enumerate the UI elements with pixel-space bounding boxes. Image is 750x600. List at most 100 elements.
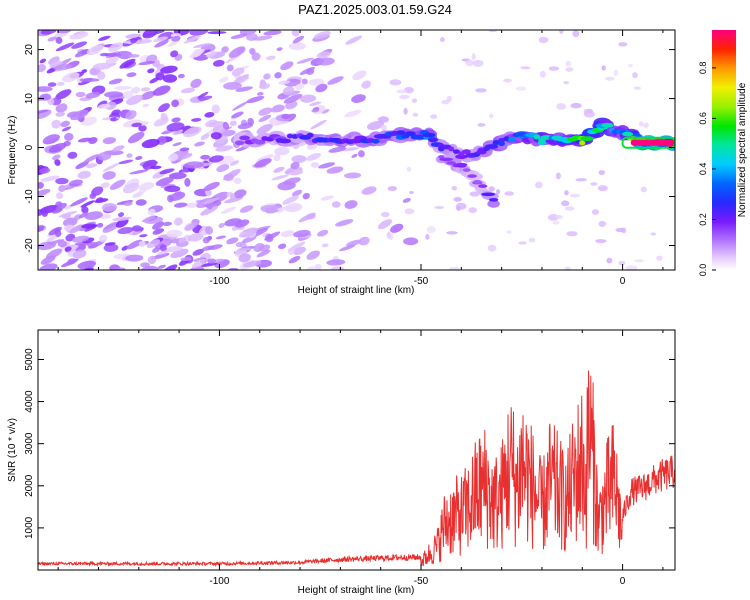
- noise-blob: [351, 153, 358, 158]
- noise-blob: [351, 94, 366, 103]
- branch-point: [481, 192, 496, 197]
- noise-blob: [91, 186, 104, 196]
- noise-blob: [446, 95, 452, 103]
- noise-blob: [193, 257, 205, 262]
- noise-blob: [496, 189, 501, 195]
- noise-blob: [55, 42, 75, 52]
- noise-blob: [231, 67, 245, 76]
- noise-blob: [105, 56, 119, 65]
- noise-blob: [69, 31, 89, 40]
- noise-blob: [283, 177, 301, 186]
- noise-blob: [291, 189, 303, 197]
- noise-blob: [202, 236, 210, 244]
- noise-blob: [101, 202, 118, 212]
- noise-blob: [126, 153, 133, 158]
- noise-blob: [81, 223, 97, 229]
- noise-blob: [246, 95, 265, 104]
- noise-blob: [251, 52, 261, 61]
- noise-blob: [597, 185, 608, 192]
- noise-blob: [64, 246, 72, 252]
- noise-blob: [601, 65, 606, 71]
- noise-blob: [77, 48, 84, 53]
- noise-blob: [190, 78, 202, 89]
- snr-series: [38, 370, 675, 568]
- noise-blob: [247, 117, 255, 126]
- noise-blob: [229, 160, 240, 166]
- noise-blob: [121, 245, 129, 251]
- noise-blob: [46, 248, 63, 259]
- noise-blob: [327, 76, 344, 85]
- noise-blob: [613, 69, 618, 77]
- noise-blob: [233, 189, 247, 199]
- noise-blob: [291, 30, 300, 37]
- noise-blob: [184, 222, 199, 231]
- noise-blob: [299, 94, 317, 103]
- noise-blob: [465, 59, 474, 67]
- noise-blob: [488, 113, 494, 119]
- noise-blob: [166, 229, 183, 238]
- ridge-point: [622, 131, 634, 137]
- noise-blob: [291, 155, 307, 163]
- noise-blob: [218, 223, 225, 228]
- noise-blob: [293, 246, 307, 256]
- colorbar-ticks: 0.0 0.2 0.4 0.6 0.8: [698, 62, 716, 276]
- noise-blob: [564, 190, 569, 196]
- noise-blob: [85, 163, 98, 169]
- noise-blob: [345, 35, 363, 45]
- noise-blob: [306, 213, 316, 220]
- noise-blob: [38, 109, 52, 119]
- noise-blob: [153, 36, 168, 43]
- noise-blob: [155, 177, 174, 186]
- noise-blob: [331, 266, 345, 270]
- noise-blob: [451, 186, 457, 191]
- noise-blob: [280, 230, 295, 237]
- noise-blob: [621, 227, 627, 234]
- noise-blob: [200, 262, 218, 267]
- noise-blob: [591, 209, 600, 215]
- noise-blob: [232, 101, 249, 111]
- spectrogram-frame: [37, 29, 676, 271]
- noise-blob: [55, 36, 63, 44]
- noise-blob: [64, 132, 74, 141]
- noise-blob: [320, 195, 334, 201]
- noise-blob: [86, 45, 104, 56]
- noise-blob: [555, 172, 562, 180]
- snr-axes: -100 -50 0 1000 2000 3000 4000 5000: [24, 330, 675, 587]
- noise-blob: [344, 109, 362, 118]
- noise-blob: [256, 92, 264, 96]
- noise-blob: [403, 237, 419, 246]
- noise-blob: [48, 226, 62, 236]
- noise-blob: [160, 65, 178, 74]
- noise-blob: [380, 124, 387, 131]
- noise-blob: [313, 31, 331, 39]
- noise-blob: [548, 66, 560, 71]
- noise-blob: [208, 155, 224, 163]
- ridge-point: [476, 149, 487, 155]
- snr-panel: -100 -50 0 1000 2000 3000 4000 5000 Height of s…: [7, 329, 676, 596]
- noise-blob: [73, 214, 82, 221]
- noise-blob: [111, 109, 121, 116]
- noise-blob: [344, 200, 358, 209]
- noise-blob: [287, 247, 295, 255]
- ridge-point: [462, 149, 471, 155]
- noise-blob: [38, 181, 44, 189]
- noise-blob: [570, 193, 580, 198]
- noise-blob: [159, 168, 175, 175]
- noise-blob: [302, 192, 310, 200]
- noise-blob: [396, 89, 408, 94]
- noise-blob: [618, 260, 626, 266]
- noise-blob: [169, 172, 187, 180]
- noise-blob: [453, 197, 462, 202]
- y-tick-label: 3000: [24, 432, 35, 455]
- x-tick-label: -100: [209, 576, 229, 587]
- noise-blob: [339, 244, 356, 252]
- noise-blob: [70, 197, 88, 207]
- noise-blob: [204, 225, 214, 235]
- noise-blob: [164, 185, 181, 193]
- noise-blob: [331, 201, 341, 208]
- noise-blob: [197, 91, 209, 99]
- noise-blob: [556, 103, 567, 110]
- noise-blob: [171, 99, 179, 108]
